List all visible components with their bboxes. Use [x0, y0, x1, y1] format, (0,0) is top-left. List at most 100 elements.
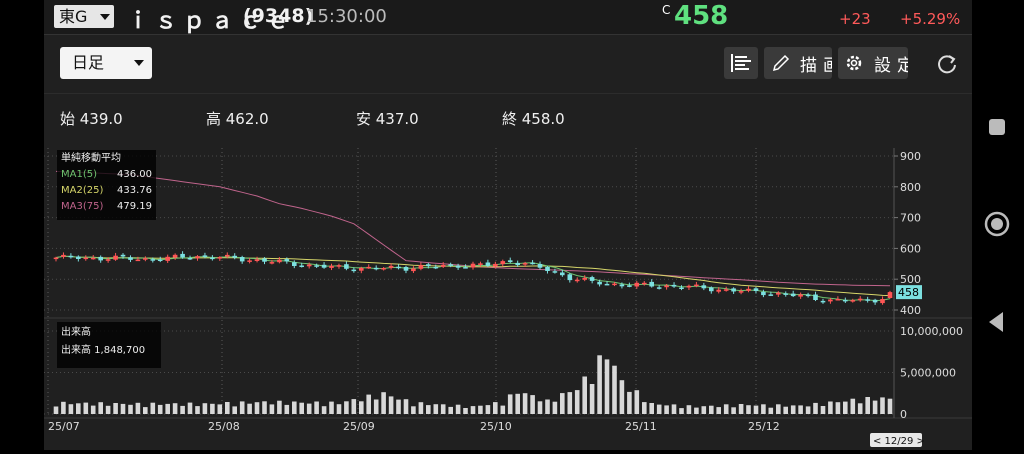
home-icon[interactable] [984, 211, 1010, 237]
volume-bar [701, 406, 707, 414]
volume-bar [403, 399, 409, 414]
volume-bar [232, 406, 237, 414]
date-axis-label: 25/11 [625, 420, 657, 433]
volume-bar [157, 404, 163, 414]
volume-bar [865, 397, 870, 414]
volume-bar [716, 407, 721, 414]
candle-body [574, 279, 580, 282]
volume-bar [314, 401, 319, 414]
quote-header: 東G ｉｓｐａｃｅ (9348) 15:30:00 C 458 +23 +5.2… [44, 0, 972, 35]
volume-bar [850, 398, 856, 414]
high-value: 高 462.0 [206, 110, 269, 128]
candle-body [686, 285, 692, 288]
ma-legend: 単純移動平均 MA1(5) 436.00 MA2(25) 433.76 MA3(… [57, 150, 156, 220]
volume-bar [359, 401, 364, 414]
ma3-row: MA3(75) 479.19 [61, 199, 152, 215]
volume-legend-value: 出来高 1,848,700 [61, 345, 146, 356]
candle-body [493, 263, 498, 267]
candle-body [210, 257, 215, 260]
volume-bar [835, 402, 841, 414]
volume-bar [656, 404, 662, 414]
ma1-value: 436.00 [117, 169, 152, 180]
volume-bar [470, 406, 476, 414]
candle-body [813, 294, 818, 300]
back-icon[interactable] [989, 312, 1003, 332]
candle-body [679, 287, 684, 289]
candle-body [135, 259, 141, 262]
candle-body [887, 292, 893, 298]
candle-body [761, 291, 766, 296]
volume-bar [813, 402, 818, 414]
volume-bar [880, 397, 885, 414]
candle-body [105, 259, 111, 261]
candle-body [448, 264, 453, 266]
candle-body [530, 262, 535, 265]
volume-bar [522, 393, 528, 414]
candle-body [470, 263, 476, 268]
candle-body [113, 255, 118, 260]
volume-bar [411, 406, 416, 414]
candle-body [403, 267, 409, 271]
candle-body [239, 257, 245, 262]
volume-bar [619, 380, 625, 414]
volume-bar [455, 404, 461, 414]
candle-body [373, 267, 379, 270]
volume-bar [634, 390, 640, 414]
candle-body [388, 265, 394, 268]
candle-body [351, 269, 357, 272]
candle-body [68, 255, 74, 258]
open-value: 始 439.0 [60, 110, 123, 128]
volume-bar [299, 402, 304, 414]
settings-button[interactable]: 設定 [838, 47, 908, 79]
candle-body [336, 265, 342, 267]
volume-bar [768, 407, 774, 414]
stock-code: (9348) [243, 5, 314, 27]
indicator-list-button[interactable] [724, 47, 758, 79]
candle-body [306, 264, 312, 267]
volume-bar [150, 402, 156, 414]
system-nav-icons [984, 119, 1010, 332]
volume-bar [247, 403, 252, 414]
candle-body [872, 299, 878, 303]
reload-icon[interactable] [936, 53, 958, 75]
volume-bar [560, 393, 565, 414]
volume-bar [642, 402, 647, 414]
chart-toolbar: 日足 描画 設定 [44, 35, 972, 92]
volume-bar [321, 406, 327, 414]
volume-bar [798, 405, 803, 414]
volume-bar [165, 403, 170, 414]
period-select[interactable]: 日足 [60, 47, 152, 79]
candle-body [500, 261, 506, 265]
volume-bar [254, 402, 260, 414]
market-select[interactable]: 東G [54, 5, 114, 28]
volume-bar [515, 393, 520, 414]
stock-chart[interactable]: 900 800 700 600 500 400 10,000,000 5,000,000 0 45… [44, 148, 972, 450]
candle-body [262, 258, 267, 262]
volume-bar [83, 402, 89, 414]
volume-bar [493, 402, 498, 414]
volume-bar [731, 407, 736, 414]
recents-icon[interactable] [989, 119, 1005, 135]
candle-body [98, 256, 103, 261]
close-value: 終 458.0 [502, 110, 565, 128]
candle-body [180, 253, 185, 258]
volume-bar [351, 399, 357, 414]
draw-button[interactable]: 描画 [764, 47, 832, 79]
date-tag-label: < 12/29 > [873, 436, 925, 447]
volume-bar [292, 401, 297, 414]
volume-bar [433, 404, 439, 414]
ma1-label: MA1(5) [61, 169, 97, 180]
candle-body [612, 283, 617, 286]
candle-body [589, 277, 595, 281]
volume-bar [671, 404, 677, 414]
candle-body [433, 266, 439, 269]
volume-bar [589, 384, 595, 414]
volume-bar [545, 399, 550, 414]
volume-bar [143, 407, 148, 414]
date-axis-label: 25/09 [343, 420, 375, 433]
candle-body [709, 287, 714, 292]
ma3-label: MA3(75) [61, 201, 104, 212]
volume-bar [709, 405, 714, 414]
candle-body [857, 298, 863, 301]
gear-icon [846, 55, 862, 71]
